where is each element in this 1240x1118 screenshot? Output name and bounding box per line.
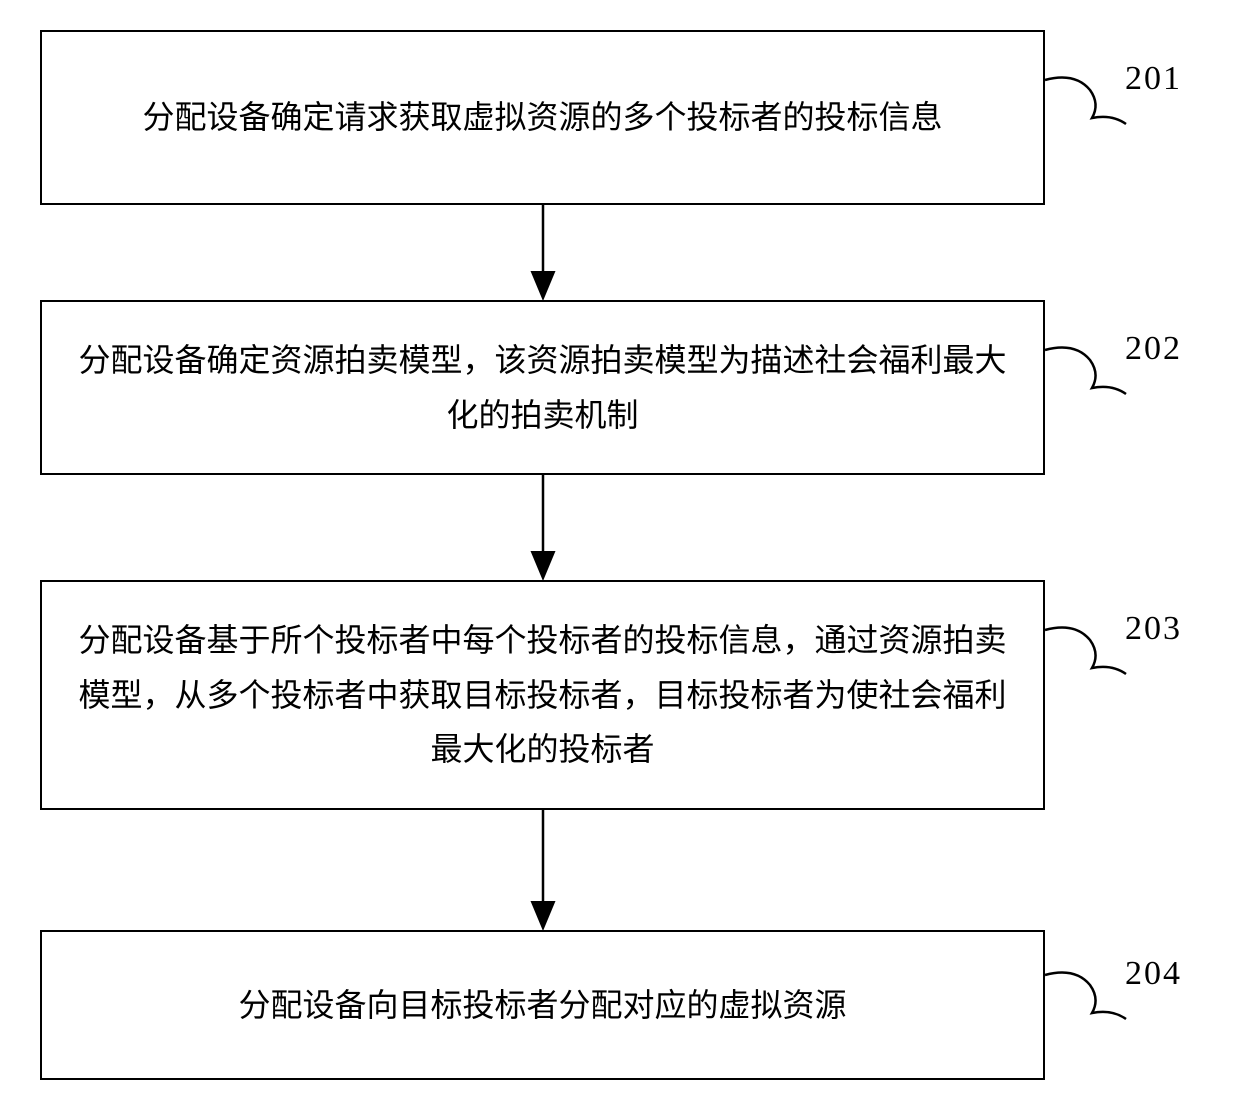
flowchart-canvas: 分配设备确定请求获取虚拟资源的多个投标者的投标信息 分配设备确定资源拍卖模型，该… — [0, 0, 1240, 1118]
step-number-201: 201 — [1125, 60, 1182, 98]
label-connector — [1045, 348, 1126, 394]
label-connector — [1045, 628, 1126, 674]
flow-node-text: 分配设备确定资源拍卖模型，该资源拍卖模型为描述社会福利最大化的拍卖机制 — [78, 333, 1007, 442]
flow-node-text: 分配设备确定请求获取虚拟资源的多个投标者的投标信息 — [142, 90, 942, 144]
label-connector — [1045, 78, 1126, 124]
step-number-204: 204 — [1125, 955, 1182, 993]
flow-node-202: 分配设备确定资源拍卖模型，该资源拍卖模型为描述社会福利最大化的拍卖机制 — [40, 300, 1045, 475]
flow-node-text: 分配设备向目标投标者分配对应的虚拟资源 — [238, 978, 846, 1032]
step-number-202: 202 — [1125, 330, 1182, 368]
flow-node-204: 分配设备向目标投标者分配对应的虚拟资源 — [40, 930, 1045, 1080]
flow-node-203: 分配设备基于所个投标者中每个投标者的投标信息，通过资源拍卖模型，从多个投标者中获… — [40, 580, 1045, 810]
flow-node-text: 分配设备基于所个投标者中每个投标者的投标信息，通过资源拍卖模型，从多个投标者中获… — [78, 613, 1007, 776]
step-number-203: 203 — [1125, 610, 1182, 648]
label-connector — [1045, 973, 1126, 1019]
flow-node-201: 分配设备确定请求获取虚拟资源的多个投标者的投标信息 — [40, 30, 1045, 205]
